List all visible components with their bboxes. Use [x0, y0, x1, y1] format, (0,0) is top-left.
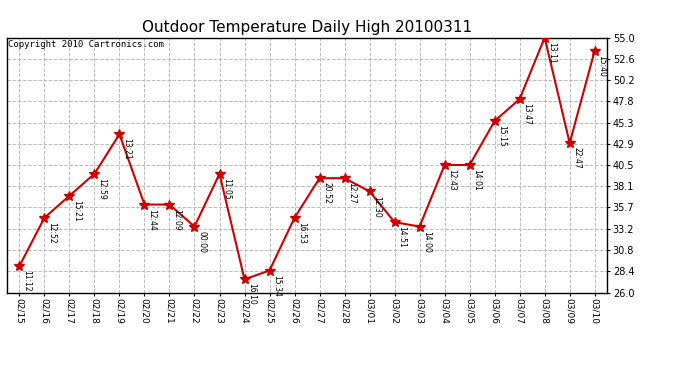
Text: 12:59: 12:59	[97, 178, 106, 200]
Text: 12:09: 12:09	[172, 209, 181, 231]
Text: 15:15: 15:15	[497, 125, 506, 147]
Text: 15:34: 15:34	[273, 274, 282, 297]
Text: 12:52: 12:52	[47, 222, 56, 243]
Text: 16:53: 16:53	[297, 222, 306, 244]
Text: 12:43: 12:43	[447, 169, 456, 191]
Text: 15:21: 15:21	[72, 200, 81, 222]
Text: 12:30: 12:30	[373, 195, 382, 217]
Text: 11:05: 11:05	[222, 178, 231, 200]
Text: 16:10: 16:10	[247, 284, 256, 305]
Text: Copyright 2010 Cartronics.com: Copyright 2010 Cartronics.com	[8, 40, 164, 49]
Text: 13:11: 13:11	[547, 42, 556, 63]
Text: 13:47: 13:47	[522, 103, 531, 125]
Text: 20:52: 20:52	[322, 182, 331, 204]
Text: 14:51: 14:51	[397, 226, 406, 248]
Text: 13:21: 13:21	[122, 138, 131, 160]
Text: 12:44: 12:44	[147, 209, 156, 231]
Text: 14:01: 14:01	[473, 169, 482, 191]
Title: Outdoor Temperature Daily High 20100311: Outdoor Temperature Daily High 20100311	[142, 20, 472, 35]
Text: 15:40: 15:40	[598, 55, 607, 77]
Text: 22:47: 22:47	[573, 147, 582, 169]
Text: 12:27: 12:27	[347, 182, 356, 204]
Text: 14:00: 14:00	[422, 231, 431, 253]
Text: 00:00: 00:00	[197, 231, 206, 253]
Text: 11:12: 11:12	[22, 270, 31, 292]
